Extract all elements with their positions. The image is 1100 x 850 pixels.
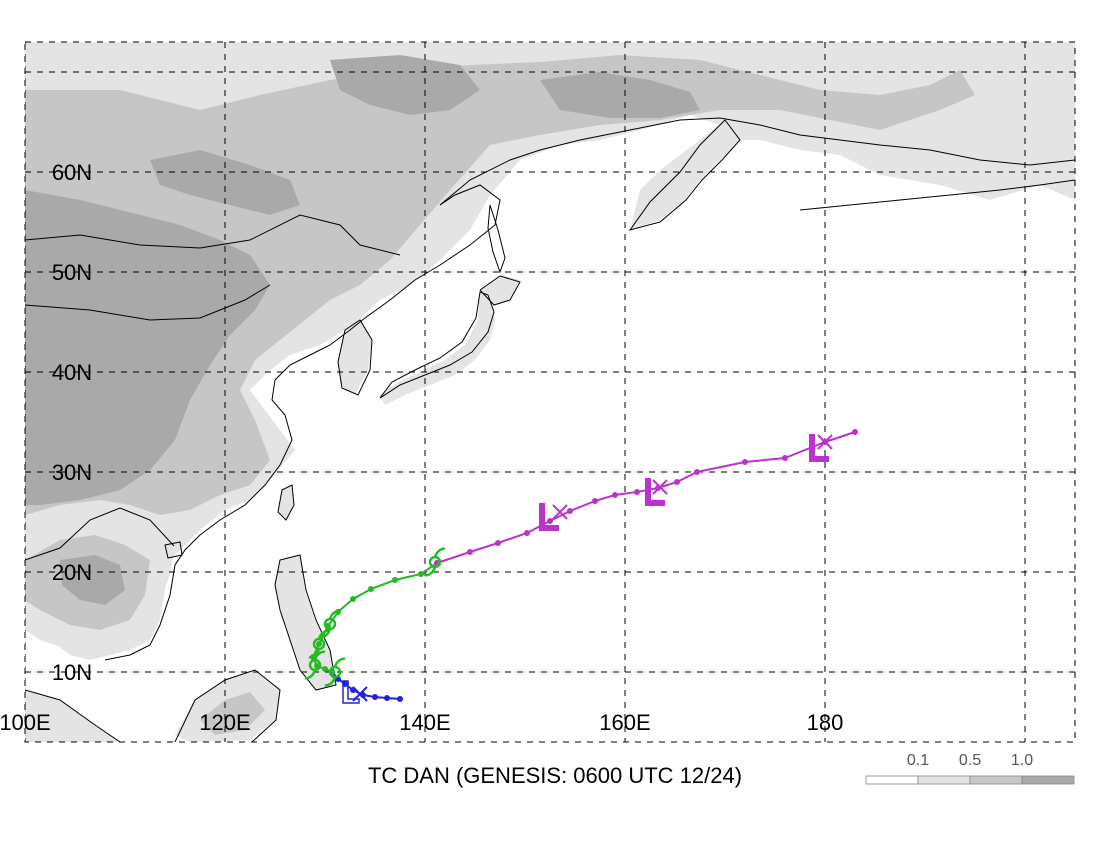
coast-philippines	[274, 554, 337, 691]
map-caption: TC DAN (GENESIS: 0600 UTC 12/24)	[368, 763, 742, 788]
coast-borneo	[174, 669, 281, 742]
land-philippines	[275, 555, 335, 690]
low-pressure-icon	[539, 503, 559, 531]
land-indochina-dark	[60, 555, 125, 605]
land-siberia-dark	[540, 72, 700, 118]
latitude-label: 20N	[52, 560, 92, 585]
track-point	[694, 469, 700, 475]
tropical-cyclone-icon	[304, 650, 326, 680]
track-point	[524, 530, 530, 536]
position-cross-icon	[652, 479, 668, 495]
track-point	[418, 571, 424, 577]
coast-alaska	[799, 179, 1075, 211]
latitude-label: 30N	[52, 460, 92, 485]
land-korea	[338, 318, 372, 395]
longitude-labels: 100E 120E 140E 160E 180	[0, 710, 843, 735]
tropical-cyclone-icon	[319, 609, 341, 639]
coast-hainan	[164, 541, 183, 559]
position-cross-icon	[552, 504, 568, 520]
track-point	[467, 549, 473, 555]
low-pressure-icon	[645, 478, 665, 506]
land-japan	[380, 290, 495, 405]
track-point	[852, 429, 858, 435]
land-mongolia-dark	[330, 55, 480, 115]
legend-swatch	[969, 775, 1023, 785]
track-point	[567, 508, 573, 514]
track-point	[782, 455, 788, 461]
land-kamchatka	[630, 120, 740, 230]
track-point	[634, 489, 640, 495]
position-cross-icon	[817, 434, 833, 450]
track-point	[742, 459, 748, 465]
land-sumatra	[25, 690, 120, 742]
low-pressure-icon	[342, 680, 360, 704]
land-asia-dark	[25, 190, 270, 505]
latitude-label: 50N	[52, 260, 92, 285]
graticule	[25, 42, 1075, 742]
track-point	[612, 492, 618, 498]
latitude-label: 60N	[52, 160, 92, 185]
map-area	[25, 42, 1075, 742]
tropical-cyclone-icon	[424, 547, 446, 577]
map-frame	[24, 41, 1076, 743]
track-point	[384, 695, 390, 701]
coast-indochina	[25, 507, 175, 561]
legend-swatch	[865, 775, 919, 785]
coast-taiwan	[277, 484, 295, 521]
track-point	[372, 694, 378, 700]
legend-tick-label: 0.5	[959, 752, 981, 769]
coast-kamchatka	[628, 119, 741, 231]
coast-korea	[337, 319, 373, 396]
tropical-cyclone-icon	[324, 657, 346, 687]
track-point	[397, 696, 403, 702]
latitude-label: 40N	[52, 360, 92, 385]
track-point	[547, 518, 553, 524]
longitude-label: 160E	[599, 710, 650, 735]
position-cross-icon	[352, 686, 368, 702]
track-point	[322, 666, 328, 672]
coastlines	[25, 117, 1075, 742]
low-pressure-icon	[809, 434, 829, 462]
longitude-label: 120E	[199, 710, 250, 735]
shading-legend: 0.1 0.5 1.0	[865, 752, 1075, 785]
latitude-labels: 10N 20N 30N 40N 50N 60N	[52, 160, 92, 685]
track-point	[592, 498, 598, 504]
legend-tick-label: 0.1	[907, 752, 929, 769]
coast-asia-east	[104, 184, 501, 661]
track-point	[674, 479, 680, 485]
coast-asia-north	[439, 117, 1075, 206]
track-point	[316, 641, 322, 647]
track-line-ex	[436, 431, 856, 564]
longitude-label: 100E	[0, 710, 51, 735]
track-point	[495, 540, 501, 546]
land-borneo-mid	[200, 692, 265, 735]
legend-swatch	[1021, 775, 1075, 785]
coast-china-border	[25, 214, 401, 256]
latitude-label: 10N	[52, 660, 92, 685]
coast-sumatra	[25, 689, 121, 742]
legend-swatch	[917, 775, 971, 785]
legend-tick-label: 1.0	[1011, 752, 1033, 769]
land-tibet-dark	[150, 150, 300, 215]
track-point	[368, 586, 374, 592]
track-point	[350, 596, 356, 602]
longitude-label: 140E	[399, 710, 450, 735]
track-point	[392, 577, 398, 583]
coast-sakhalin	[487, 204, 506, 274]
longitude-label: 180	[807, 710, 844, 735]
land-taiwan	[278, 485, 294, 520]
storm-tracks	[304, 429, 858, 704]
coast-hokkaido	[479, 275, 521, 306]
coast-mongolia-border	[25, 284, 271, 321]
land-shading	[25, 42, 1075, 742]
